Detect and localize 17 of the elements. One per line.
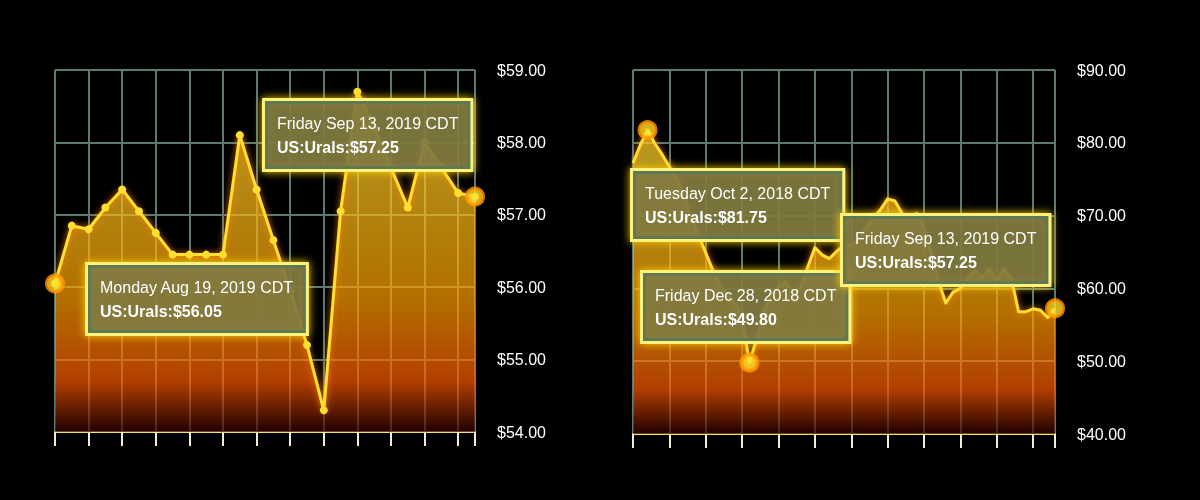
annotation: Tuesday Oct 2, 2018 CDT US:Urals:$81.75 <box>645 184 831 226</box>
y-tick-label: $58.00 <box>497 133 547 151</box>
y-tick-label: $80.00 <box>1077 134 1127 152</box>
y-tick-label: $70.00 <box>1077 207 1127 225</box>
y-tick-label: $60.00 <box>1077 279 1127 297</box>
y-tick-label: $40.00 <box>1077 425 1127 443</box>
y-tick-label: $56.00 <box>497 278 547 296</box>
y-tick-label: $55.00 <box>497 351 547 369</box>
y-tick-label: $59.00 <box>497 61 547 79</box>
y-tick-label: $57.00 <box>497 206 547 224</box>
y-tick-label: $50.00 <box>1077 352 1127 370</box>
y-tick-label: $54.00 <box>497 423 547 441</box>
annotation: Friday Sep 13, 2019 CDT US:Urals:$57.25 <box>855 229 1037 271</box>
annotation: Friday Sep 13, 2019 CDT US:Urals:$57.25 <box>277 114 459 156</box>
y-tick-label: $90.00 <box>1077 61 1127 79</box>
annotation: Monday Aug 19, 2019 CDT US:Urals:$56.05 <box>100 278 294 320</box>
annotation: Friday Dec 28, 2018 CDT US:Urals:$49.80 <box>655 286 837 328</box>
